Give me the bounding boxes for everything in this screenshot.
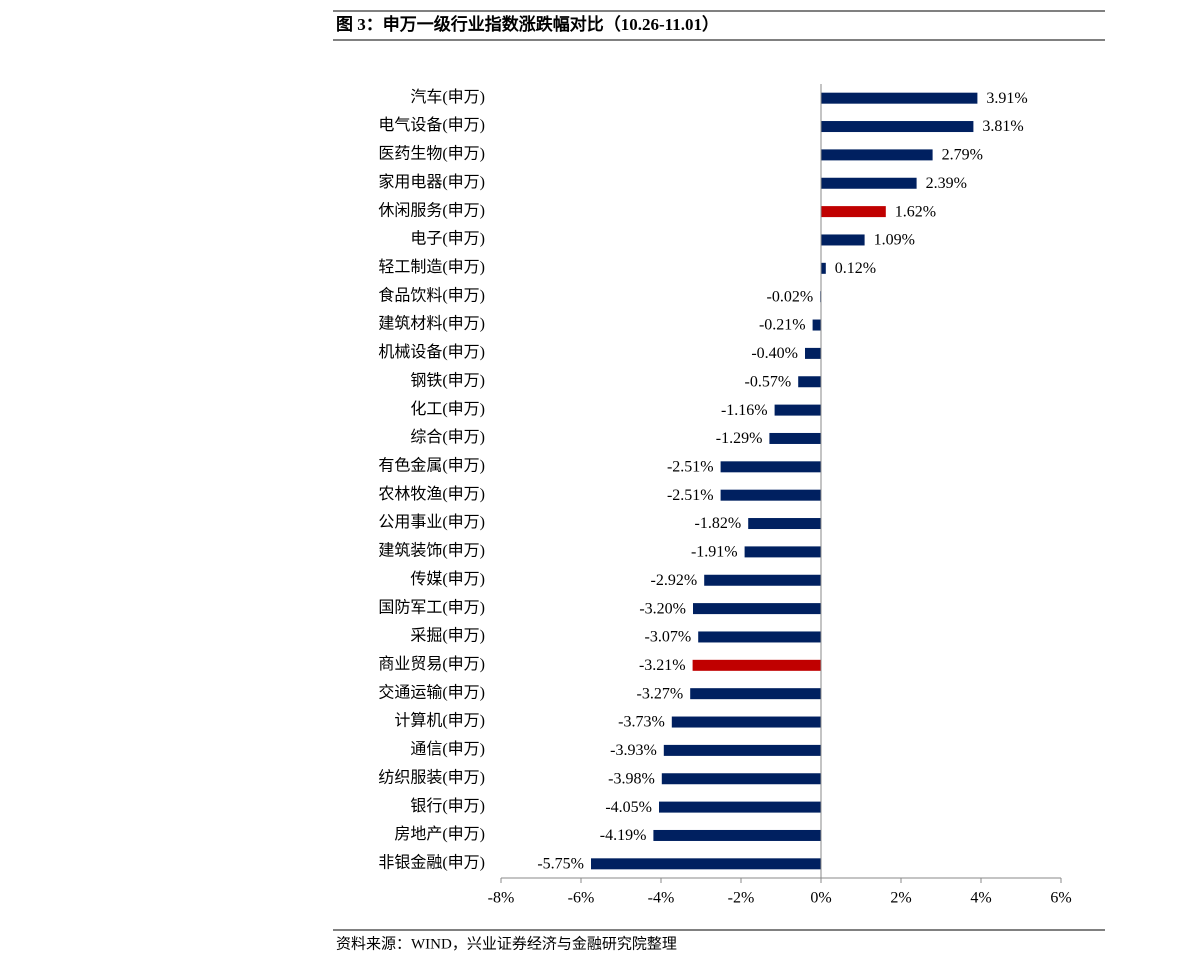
- value-label: -0.57%: [745, 373, 792, 390]
- category-label: 银行(申万): [410, 797, 485, 815]
- category-label: 休闲服务(申万): [378, 201, 485, 219]
- value-label: -0.02%: [767, 288, 814, 305]
- value-label: -5.75%: [537, 855, 584, 872]
- bar: [653, 829, 821, 841]
- bar: [774, 404, 821, 416]
- bar: [698, 631, 821, 643]
- value-label: -3.07%: [645, 629, 692, 646]
- value-label: 1.62%: [895, 203, 936, 220]
- bar: [812, 319, 821, 331]
- value-label: -0.21%: [759, 317, 806, 334]
- x-tick-label: 4%: [970, 890, 991, 907]
- category-label: 计算机(申万): [394, 711, 485, 730]
- bar: [663, 744, 821, 756]
- x-tick-label: -2%: [728, 890, 755, 907]
- bar: [821, 149, 933, 161]
- category-label: 纺织服装(申万): [378, 768, 485, 786]
- category-label: 电气设备(申万): [378, 116, 485, 134]
- bar: [769, 432, 821, 444]
- bar: [821, 262, 826, 274]
- x-tick-label: -8%: [488, 890, 515, 907]
- value-label: -0.40%: [751, 345, 798, 362]
- x-tick-label: -6%: [568, 890, 595, 907]
- value-label: -1.16%: [721, 402, 768, 419]
- value-label: -3.27%: [637, 685, 684, 702]
- value-label: -2.92%: [651, 572, 698, 589]
- bar: [693, 603, 821, 615]
- category-label: 医药生物(申万): [378, 145, 485, 163]
- value-label: -3.21%: [639, 657, 686, 674]
- bar: [821, 92, 978, 104]
- x-tick-label: 0%: [810, 890, 831, 907]
- category-label: 采掘(申万): [410, 627, 485, 645]
- bar: [720, 461, 821, 473]
- category-label: 公用事业(申万): [378, 513, 485, 531]
- category-label: 机械设备(申万): [378, 343, 485, 361]
- category-label: 化工(申万): [410, 400, 485, 418]
- value-label: -1.82%: [695, 515, 742, 532]
- bar: [821, 234, 865, 246]
- bar: [659, 801, 821, 813]
- category-label: 建筑装饰(申万): [378, 542, 485, 560]
- value-label: -4.19%: [600, 827, 647, 844]
- chart-title: 图 3：申万一级行业指数涨跌幅对比（10.26-11.01）: [336, 14, 719, 34]
- value-label: 2.39%: [926, 175, 967, 192]
- value-label: -3.73%: [618, 714, 665, 731]
- bar: [720, 489, 821, 501]
- bar: [690, 688, 821, 700]
- value-label: 3.81%: [982, 118, 1023, 135]
- category-label: 房地产(申万): [394, 825, 485, 843]
- value-label: -1.29%: [716, 430, 763, 447]
- category-label: 国防军工(申万): [378, 598, 485, 616]
- bar: [671, 716, 821, 728]
- category-label: 交通运输(申万): [378, 683, 485, 701]
- category-label: 传媒(申万): [410, 570, 485, 588]
- category-label: 轻工制造(申万): [378, 258, 485, 276]
- category-label: 建筑材料(申万): [378, 315, 485, 333]
- x-tick-label: -4%: [648, 890, 675, 907]
- bar: [591, 858, 821, 870]
- bar: [748, 518, 821, 530]
- value-label: 1.09%: [874, 232, 915, 249]
- x-tick-label: 6%: [1050, 890, 1071, 907]
- category-label: 家用电器(申万): [378, 173, 485, 191]
- bar: [798, 376, 821, 388]
- bar: [805, 347, 821, 359]
- x-tick-label: 2%: [890, 890, 911, 907]
- value-label: -3.20%: [639, 600, 686, 617]
- value-label: -2.51%: [667, 487, 714, 504]
- bar: [744, 546, 821, 558]
- value-label: 3.91%: [986, 90, 1027, 107]
- value-label: -1.91%: [691, 544, 738, 561]
- value-label: 0.12%: [835, 260, 876, 277]
- bar: [821, 177, 917, 189]
- bar: [692, 659, 821, 671]
- bar: [821, 206, 886, 218]
- bar: [661, 773, 821, 785]
- bar: [704, 574, 821, 586]
- category-label: 电子(申万): [410, 230, 485, 248]
- category-label: 非银金融(申万): [378, 853, 485, 871]
- value-label: -3.98%: [608, 770, 655, 787]
- value-label: -4.05%: [605, 799, 652, 816]
- category-label: 食品饮料(申万): [378, 286, 485, 304]
- category-label: 农林牧渔(申万): [378, 485, 485, 503]
- category-label: 有色金属(申万): [378, 456, 485, 474]
- category-label: 综合(申万): [410, 428, 485, 446]
- value-label: -2.51%: [667, 458, 714, 475]
- source: 资料来源：WIND，兴业证券经济与金融研究院整理: [336, 934, 677, 952]
- category-label: 通信(申万): [410, 740, 485, 758]
- category-label: 汽车(申万): [410, 88, 485, 106]
- category-label: 商业贸易(申万): [378, 655, 485, 673]
- bar: [821, 121, 974, 133]
- category-label: 钢铁(申万): [410, 371, 485, 389]
- value-label: -3.93%: [610, 742, 657, 759]
- value-label: 2.79%: [942, 147, 983, 164]
